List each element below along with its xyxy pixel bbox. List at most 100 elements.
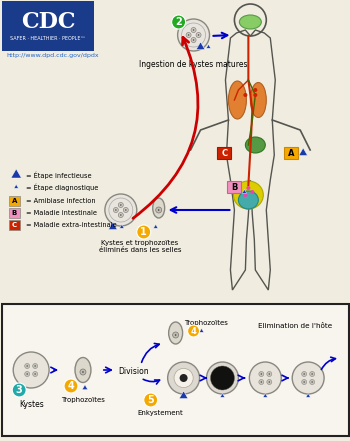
Text: = Étape diagnostique: = Étape diagnostique xyxy=(26,183,99,191)
Circle shape xyxy=(174,368,193,388)
Text: Ingestion de kystes matures: Ingestion de kystes matures xyxy=(139,60,248,69)
Circle shape xyxy=(105,194,137,226)
Text: Elimination de l'hôte: Elimination de l'hôte xyxy=(258,323,332,329)
Circle shape xyxy=(186,33,191,37)
Circle shape xyxy=(206,362,238,394)
Text: = Maladie intestinale: = Maladie intestinale xyxy=(26,210,97,216)
Polygon shape xyxy=(108,222,117,229)
Text: éliminés dans les selles: éliminés dans les selles xyxy=(98,247,181,253)
Ellipse shape xyxy=(169,322,183,344)
Ellipse shape xyxy=(233,181,263,209)
Circle shape xyxy=(13,352,49,388)
Circle shape xyxy=(267,371,272,377)
Circle shape xyxy=(253,88,257,92)
Circle shape xyxy=(175,334,176,336)
FancyBboxPatch shape xyxy=(9,220,20,229)
Circle shape xyxy=(12,383,26,397)
Circle shape xyxy=(82,371,84,373)
Circle shape xyxy=(168,362,200,394)
FancyArrowPatch shape xyxy=(133,37,198,218)
FancyBboxPatch shape xyxy=(217,147,231,159)
Text: Trophozoïtes: Trophozoïtes xyxy=(61,397,105,403)
Circle shape xyxy=(27,365,28,367)
Polygon shape xyxy=(242,189,247,193)
Text: = Étape infectieuse: = Étape infectieuse xyxy=(26,171,92,179)
Polygon shape xyxy=(14,184,19,188)
Circle shape xyxy=(268,381,270,383)
Circle shape xyxy=(156,207,162,213)
Circle shape xyxy=(188,325,200,337)
Circle shape xyxy=(25,363,30,369)
Circle shape xyxy=(188,34,189,36)
Circle shape xyxy=(25,371,30,377)
Circle shape xyxy=(261,381,262,383)
Text: http://www.dpd.cdc.gov/dpdx: http://www.dpd.cdc.gov/dpdx xyxy=(6,53,99,59)
Polygon shape xyxy=(120,224,124,228)
Text: = Amibiase infection: = Amibiase infection xyxy=(26,198,96,204)
Ellipse shape xyxy=(238,191,258,209)
Circle shape xyxy=(118,202,123,208)
Circle shape xyxy=(27,373,28,375)
Circle shape xyxy=(123,208,128,213)
Circle shape xyxy=(193,29,194,31)
Text: Enkystement: Enkystement xyxy=(138,410,183,416)
Circle shape xyxy=(191,37,196,42)
Circle shape xyxy=(118,213,123,217)
Ellipse shape xyxy=(75,358,91,382)
Circle shape xyxy=(137,225,151,239)
Circle shape xyxy=(180,374,188,382)
Circle shape xyxy=(303,373,305,375)
Text: C: C xyxy=(222,149,228,157)
Text: A: A xyxy=(12,198,17,204)
Circle shape xyxy=(253,93,257,97)
Polygon shape xyxy=(263,393,267,397)
Circle shape xyxy=(259,371,264,377)
Circle shape xyxy=(267,380,272,385)
Polygon shape xyxy=(153,224,158,228)
Text: SAFER · HEALTHIER · PEOPLE™: SAFER · HEALTHIER · PEOPLE™ xyxy=(10,35,86,41)
Circle shape xyxy=(302,371,307,377)
Circle shape xyxy=(246,186,250,190)
Circle shape xyxy=(210,366,234,390)
Circle shape xyxy=(177,19,210,51)
FancyBboxPatch shape xyxy=(2,1,94,51)
Circle shape xyxy=(243,93,247,97)
Text: Division: Division xyxy=(118,367,149,377)
Text: B: B xyxy=(231,183,238,191)
Circle shape xyxy=(250,190,254,194)
Circle shape xyxy=(193,39,194,41)
FancyArrowPatch shape xyxy=(143,379,160,384)
Polygon shape xyxy=(306,393,310,397)
Circle shape xyxy=(115,209,117,211)
Text: = Maladie extra-intestinale: = Maladie extra-intestinale xyxy=(26,222,117,228)
Text: Kystes et trophozoïtes: Kystes et trophozoïtes xyxy=(101,240,178,246)
Circle shape xyxy=(310,371,315,377)
Ellipse shape xyxy=(153,198,164,218)
Polygon shape xyxy=(82,385,88,390)
Circle shape xyxy=(303,381,305,383)
Circle shape xyxy=(312,373,313,375)
Circle shape xyxy=(80,369,86,375)
FancyArrowPatch shape xyxy=(321,357,335,370)
Polygon shape xyxy=(179,391,188,399)
Circle shape xyxy=(120,214,122,216)
Text: 2: 2 xyxy=(175,17,182,27)
Circle shape xyxy=(268,373,270,375)
Circle shape xyxy=(259,380,264,385)
Circle shape xyxy=(261,373,262,375)
FancyBboxPatch shape xyxy=(228,181,241,193)
Circle shape xyxy=(173,332,179,338)
Circle shape xyxy=(64,379,78,393)
Circle shape xyxy=(120,204,122,206)
Circle shape xyxy=(198,34,199,36)
FancyBboxPatch shape xyxy=(284,147,298,159)
Text: 3: 3 xyxy=(16,385,22,395)
Circle shape xyxy=(302,380,307,385)
Circle shape xyxy=(33,371,38,377)
Polygon shape xyxy=(11,169,21,178)
Circle shape xyxy=(144,393,158,407)
Polygon shape xyxy=(206,45,211,49)
Text: B: B xyxy=(12,210,17,216)
Text: 4: 4 xyxy=(68,381,75,391)
Polygon shape xyxy=(299,148,308,156)
